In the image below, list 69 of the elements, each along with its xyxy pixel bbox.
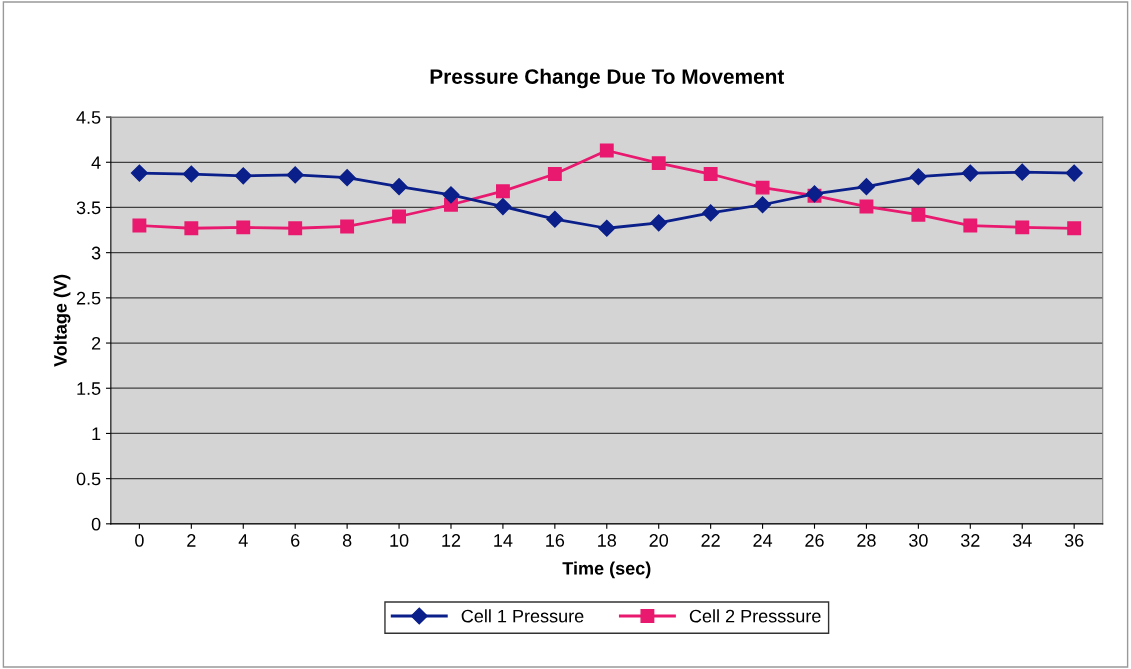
- point: [547, 167, 562, 181]
- x-tick-label: 36: [1064, 534, 1084, 547]
- point: [234, 167, 252, 185]
- point: [182, 165, 200, 183]
- point: [442, 186, 460, 204]
- point: [650, 214, 668, 232]
- point: [494, 198, 512, 216]
- point: [236, 220, 251, 235]
- x-tick-label: 2: [187, 534, 196, 547]
- x-tick-label: 30: [909, 534, 928, 547]
- point: [703, 167, 718, 181]
- x-tick-label: 26: [805, 534, 824, 547]
- y-tick-label: 2.5: [76, 291, 101, 305]
- point: [755, 180, 770, 195]
- chart-title: Pressure Change Due To Movement: [430, 68, 785, 89]
- point: [651, 156, 666, 171]
- point: [132, 218, 147, 233]
- y-tick-label: 3: [91, 246, 101, 260]
- y-tick-label: 1.5: [77, 382, 101, 395]
- x-tick-label: 18: [598, 534, 617, 547]
- y-tick-label: 4: [91, 156, 101, 169]
- point: [286, 166, 304, 184]
- y-tick-label: 0: [91, 517, 101, 531]
- y-tick-label: 0.5: [76, 472, 101, 486]
- point: [963, 218, 978, 233]
- point: [392, 209, 407, 224]
- x-tick-label: 24: [753, 534, 773, 547]
- point: [495, 184, 510, 199]
- point: [130, 164, 148, 182]
- x-tick-label: 28: [857, 534, 876, 547]
- x-tick-label: 10: [390, 534, 409, 547]
- point: [340, 219, 355, 234]
- x-tick-label: 16: [546, 534, 565, 547]
- point: [961, 164, 979, 182]
- point: [546, 210, 564, 228]
- x-tick-label: 4: [238, 534, 248, 547]
- point: [909, 168, 927, 186]
- y-tick-label: 1: [92, 427, 101, 440]
- point: [288, 221, 303, 236]
- point: [702, 204, 720, 222]
- y-tick-label: 4.5: [76, 111, 101, 124]
- point: [599, 143, 614, 158]
- point: [184, 221, 199, 236]
- point: [859, 199, 874, 214]
- point: [1013, 163, 1031, 181]
- point: [338, 169, 356, 187]
- point: [390, 178, 408, 196]
- point: [1015, 220, 1030, 235]
- point: [754, 196, 772, 214]
- y-tick-label: 2: [91, 336, 101, 350]
- x-tick-label: 20: [649, 534, 669, 547]
- legend-label: Cell 2 Presssure: [689, 609, 821, 623]
- point: [857, 178, 875, 196]
- x-axis-title: Time (sec): [562, 561, 651, 579]
- y-tick-label: 3.5: [76, 201, 101, 215]
- x-tick-label: 6: [291, 534, 300, 547]
- x-tick-label: 12: [442, 534, 461, 547]
- x-tick-label: 32: [960, 534, 980, 547]
- x-tick-label: 14: [494, 534, 513, 547]
- point: [911, 207, 926, 222]
- y-axis-title: Voltage (V): [53, 274, 71, 367]
- x-tick-label: 8: [342, 534, 352, 547]
- point: [1067, 221, 1082, 236]
- x-tick-label: 34: [1012, 534, 1032, 547]
- point: [598, 219, 616, 237]
- legend-label: Cell 1 Pressure: [461, 609, 584, 623]
- point: [1065, 164, 1083, 182]
- x-tick-label: 0: [135, 534, 144, 547]
- x-tick-label: 22: [701, 534, 720, 547]
